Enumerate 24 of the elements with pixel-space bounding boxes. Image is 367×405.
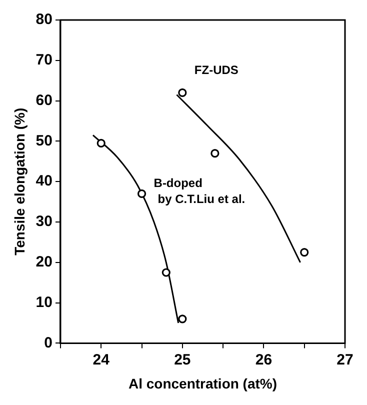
series-label: B-doped by C.T.Liu et al. <box>154 176 246 206</box>
point <box>162 268 170 277</box>
y-axis-title: Tensile elongation (%) <box>11 108 28 256</box>
point <box>178 88 187 98</box>
y-tick-label: 0 <box>44 334 52 352</box>
y-tick-label: 40 <box>36 172 52 190</box>
point <box>96 138 106 148</box>
series-label: FZ-UDS <box>194 63 238 78</box>
y-tick-label: 10 <box>36 294 52 311</box>
point <box>210 149 220 158</box>
x-axis-title: Al concentration (at%) <box>128 375 278 392</box>
y-tick-label: 70 <box>36 52 52 69</box>
x-tick-label: 25 <box>174 351 191 368</box>
y-tick-label: 60 <box>36 92 52 109</box>
point <box>137 189 146 198</box>
y-tick-label: 20 <box>36 254 52 271</box>
y-tick-label: 50 <box>36 132 52 150</box>
y-tick-label: 30 <box>36 213 52 230</box>
point <box>178 314 187 324</box>
x-tick-label: 27 <box>336 351 354 368</box>
x-tick-label: 24 <box>92 351 110 368</box>
point <box>300 248 309 257</box>
x-tick-label: 26 <box>255 351 272 368</box>
y-tick-label: 80 <box>36 11 52 28</box>
